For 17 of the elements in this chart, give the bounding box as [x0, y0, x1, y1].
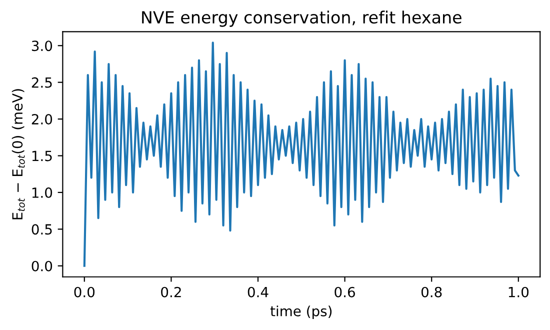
x-tick-label: 0.2	[161, 286, 181, 298]
line-series	[83, 42, 520, 267]
y-tick-label: 0.5	[32, 224, 52, 235]
x-tick-label: 0.8	[421, 286, 442, 298]
y-tick-label: 0.0	[32, 260, 52, 272]
x-tick-label: 1.0	[508, 286, 529, 298]
x-tick-label: 0.6	[334, 286, 355, 298]
y-tick-label: 2.5	[32, 77, 52, 88]
x-tick-label: 0.0	[74, 286, 95, 298]
x-axis-title: time (ps)	[270, 306, 332, 320]
chart-title: NVE energy conservation, refit hexane	[142, 10, 462, 27]
y-tick-label: 2.0	[32, 114, 52, 125]
x-tick-label: 0.4	[248, 286, 268, 298]
y-tick-label: 1.0	[32, 187, 52, 198]
y-tick-label: 3.0	[32, 40, 52, 52]
y-tick-label: 1.5	[32, 150, 52, 162]
y-axis-title: E$_{tot}$ − E$_{tot}$(0) (meV)	[12, 89, 25, 220]
